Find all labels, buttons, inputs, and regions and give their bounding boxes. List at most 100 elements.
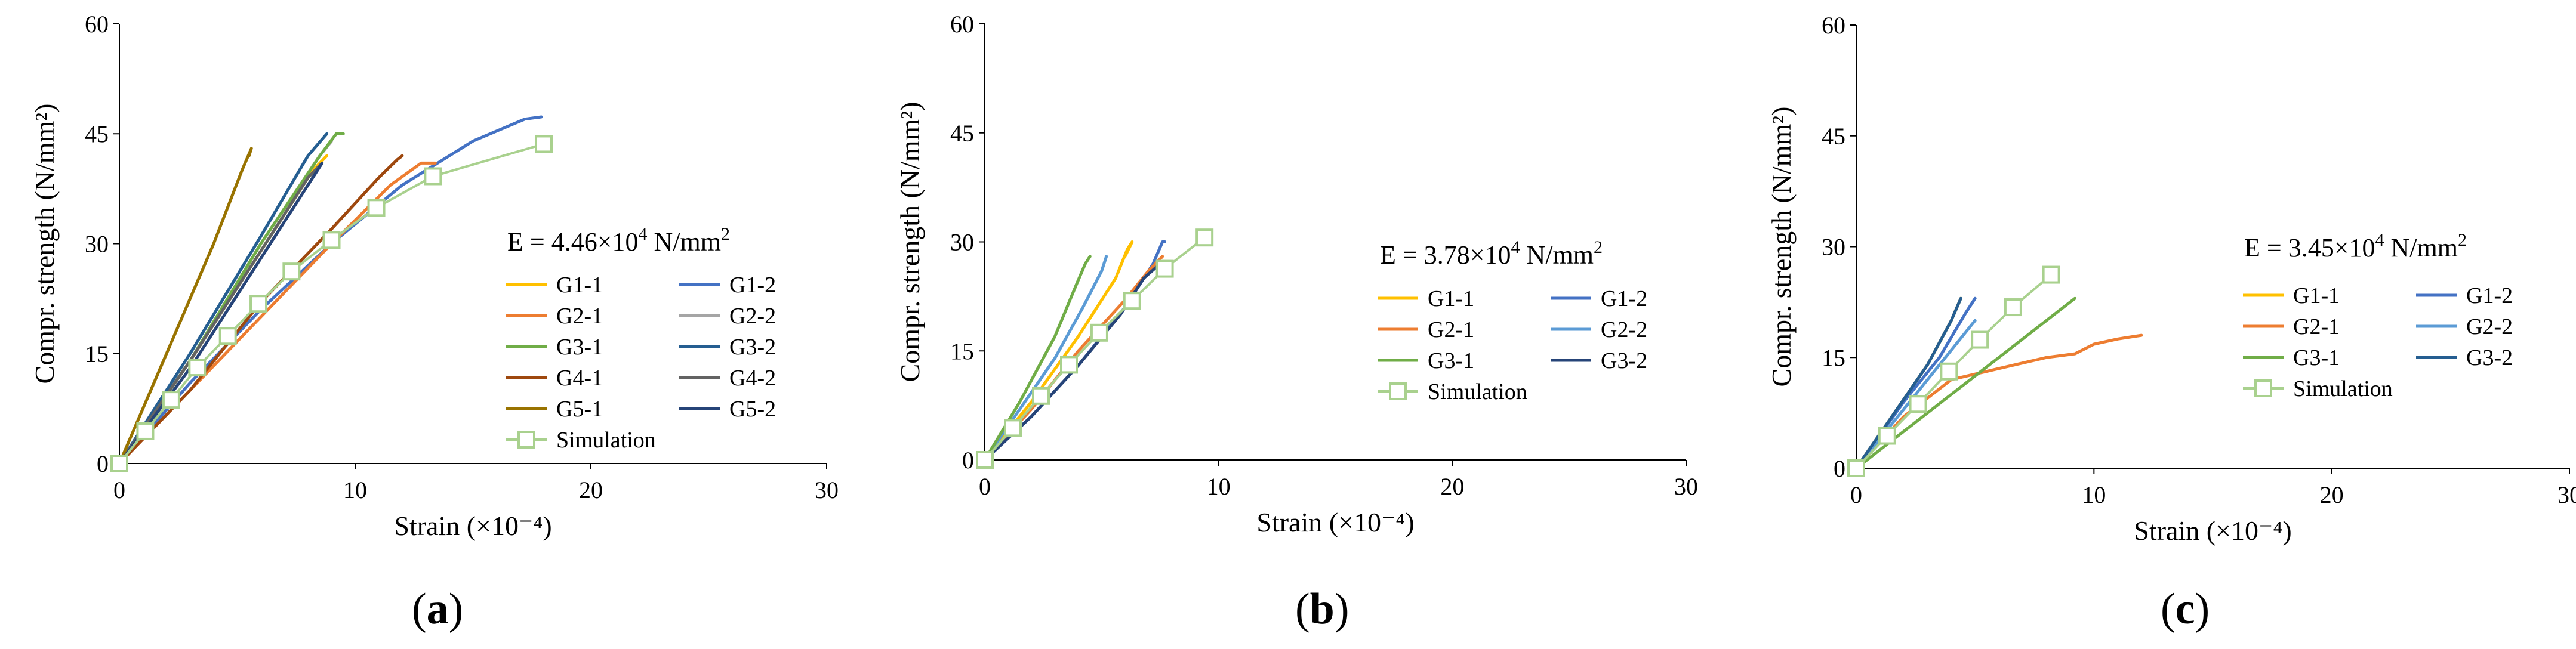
equation-unit: N/mm [648, 227, 721, 256]
x-axis-title: Strain (×10⁻⁴) [394, 511, 551, 541]
panel-label-open: ( [2161, 585, 2176, 633]
legend-label: G3-1 [1428, 348, 1474, 373]
legend: G1-1 G1-2 G2-1 G2-2 G3-1 G3-2 Simulation [2243, 283, 2513, 401]
legend-label: G1-1 [556, 273, 603, 298]
x-tick-label: 0 [1850, 481, 1862, 508]
legend-label: G2-1 [1428, 317, 1474, 342]
legend-label: G2-2 [2466, 314, 2513, 339]
equation-prefix: E = 3.45×10 [2244, 233, 2375, 262]
simulation-marker [162, 391, 180, 409]
y-tick-label: 45 [1822, 123, 1845, 150]
legend-label: Simulation [2293, 376, 2393, 401]
legend-label: G3-2 [729, 335, 776, 360]
series-line-simulation [118, 143, 545, 465]
series-line-g5-1 [118, 147, 253, 465]
y-tick-label: 0 [962, 447, 974, 474]
legend-label: G2-1 [556, 304, 603, 329]
simulation-marker [1032, 387, 1050, 405]
simulation-marker [282, 262, 301, 281]
x-tick-label: 30 [1674, 473, 1698, 500]
simulation-marker [249, 295, 268, 313]
simulation-marker [1909, 395, 1927, 413]
equation-prefix: E = 3.78×10 [1380, 240, 1511, 270]
legend-label: G2-2 [729, 304, 776, 329]
y-tick-label: 0 [1834, 455, 1845, 482]
legend-marker [2254, 379, 2272, 397]
legend-label: G1-1 [2293, 283, 2340, 308]
equation-exponent: 4 [1511, 237, 1520, 257]
simulation-marker [2004, 298, 2022, 317]
legend-label: G2-1 [2293, 314, 2340, 339]
x-tick-label: 10 [343, 477, 367, 503]
y-axis-title: Compr. strength (N/mm²) [29, 104, 60, 384]
panel-label-open: ( [1295, 585, 1310, 633]
simulation-marker [188, 359, 207, 377]
x-axis-title: Strain (×10⁻⁴) [1256, 507, 1414, 537]
equation-unit-exponent: 2 [721, 224, 730, 244]
legend-label: G1-2 [729, 273, 776, 298]
series-line-g2-1 [1854, 333, 2143, 470]
panel-a: 0 15 30 45 60 0 10 20 30 Strain (×10⁻⁴) Compr. str… [29, 11, 839, 633]
x-tick-label: 30 [2557, 481, 2576, 508]
panel-label-close: ) [1335, 585, 1349, 633]
x-axis-title: Strain (×10⁻⁴) [2134, 515, 2291, 546]
simulation-marker [1940, 362, 1958, 381]
simulation-marker [1847, 459, 1865, 477]
legend-label: G3-1 [556, 335, 603, 360]
legend-label: G4-1 [556, 366, 603, 391]
simulation-marker [424, 167, 442, 186]
y-tick-label: 30 [85, 231, 109, 258]
simulation-marker [322, 231, 341, 249]
panel-c: 0 15 30 45 60 0 10 20 30 Strain (×10⁻⁴) Compr. str… [1766, 12, 2576, 633]
simulation-marker [2042, 265, 2060, 284]
simulation-marker [976, 451, 994, 469]
series-line-g3-2 [118, 132, 329, 465]
simulation-marker [1971, 330, 1989, 349]
panel-label-letter: a [427, 585, 449, 633]
x-tick-label: 20 [1440, 473, 1464, 500]
legend-label: G3-2 [2466, 345, 2513, 370]
x-tick-label: 10 [2082, 481, 2106, 508]
series-line-g4-1 [118, 154, 404, 465]
y-tick-label: 60 [85, 11, 109, 38]
panel-label: (c) [2161, 585, 2210, 633]
simulation-marker [1123, 292, 1141, 310]
simulation-marker [1090, 323, 1108, 342]
x-tick-label: 0 [113, 477, 125, 503]
y-tick-label: 60 [950, 11, 974, 38]
simulation-marker [1004, 419, 1022, 437]
modulus-equation: E = 3.45×104 N/mm2 [2244, 230, 2467, 262]
equation-unit: N/mm [2384, 233, 2458, 262]
panel-label: (b) [1295, 585, 1349, 633]
legend: G1-1 G1-2 G2-1 G2-2 G3-1 G3-2 Simulation [1378, 286, 1647, 404]
legend-label: G5-1 [556, 397, 603, 422]
simulation-marker [1878, 427, 1896, 445]
panel-label-letter: c [2176, 585, 2195, 633]
legend-label: G5-2 [729, 397, 776, 422]
legend-label: G4-2 [729, 366, 776, 391]
panel-label-open: ( [412, 585, 427, 633]
legend-label: G2-2 [1601, 317, 1647, 342]
panel-b: 0 15 30 45 60 0 10 20 30 Strain (×10⁻⁴) Compr. str… [895, 11, 1698, 633]
panel-label-letter: b [1310, 585, 1335, 633]
y-tick-label: 15 [85, 341, 109, 367]
legend-label: G1-1 [1428, 286, 1474, 311]
simulation-marker [367, 199, 386, 217]
simulation-marker [136, 422, 155, 440]
y-axis-title: Compr. strength (N/mm²) [895, 102, 925, 382]
y-tick-label: 30 [1822, 234, 1845, 261]
series-line-g2-2 [983, 255, 1108, 462]
equation-prefix: E = 4.46×10 [507, 227, 639, 256]
legend-marker [1389, 382, 1407, 400]
legend-label: G1-2 [2466, 283, 2513, 308]
legend-label: G3-2 [1601, 348, 1647, 373]
y-axis-title: Compr. strength (N/mm²) [1766, 107, 1797, 387]
y-tick-label: 15 [950, 338, 974, 364]
x-tick-label: 20 [579, 477, 603, 503]
simulation-marker [1060, 356, 1078, 374]
modulus-equation: E = 3.78×104 N/mm2 [1380, 237, 1603, 270]
y-tick-label: 0 [97, 450, 109, 477]
panel-label-close: ) [449, 585, 464, 633]
legend: G1-1 G1-2 G2-1 G2-2 G3-1 G3-2 G4-1 G4-2 G5-1 G5-2… [506, 273, 776, 453]
series-line-g1-1 [983, 240, 1134, 462]
